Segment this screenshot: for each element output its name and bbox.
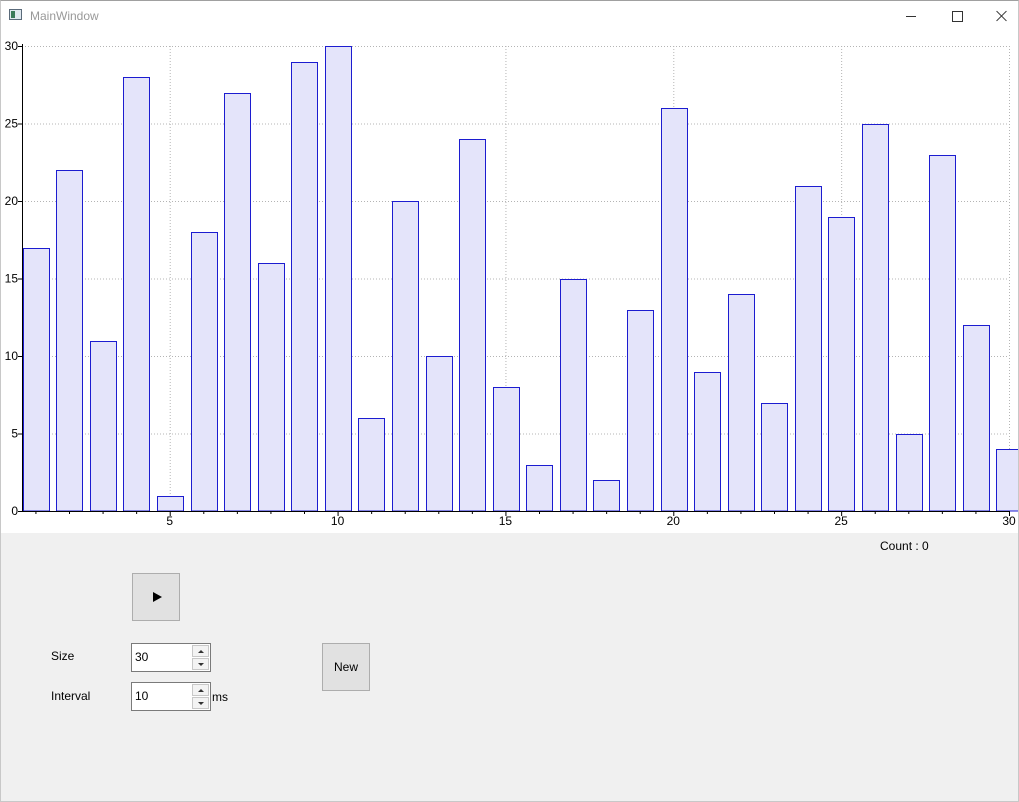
maximize-button[interactable] <box>934 1 980 31</box>
bar <box>896 434 923 512</box>
size-increment-button[interactable] <box>192 645 209 657</box>
bar <box>224 93 251 512</box>
window-title: MainWindow <box>30 9 99 23</box>
interval-spinbox[interactable]: 10 <box>131 682 211 711</box>
y-tick-label: 25 <box>5 117 19 131</box>
bar <box>661 108 688 512</box>
bar <box>828 217 855 512</box>
y-tick-label: 20 <box>5 194 19 208</box>
y-tick-label: 15 <box>5 272 19 286</box>
bar <box>526 465 553 512</box>
bar <box>963 325 990 512</box>
y-tick-label: 30 <box>5 39 19 53</box>
new-button[interactable]: New <box>322 643 370 691</box>
interval-decrement-button[interactable] <box>192 697 209 709</box>
bar <box>996 449 1018 512</box>
bar <box>56 170 83 512</box>
bar <box>795 186 822 512</box>
bar <box>761 403 788 512</box>
x-tick-label: 25 <box>834 514 848 528</box>
bar <box>929 155 956 512</box>
x-tick-label: 15 <box>499 514 513 528</box>
play-icon <box>153 592 162 602</box>
x-tick-label: 30 <box>1002 514 1016 528</box>
title-bar[interactable]: MainWindow <box>1 1 1018 31</box>
bar <box>392 201 419 512</box>
interval-value[interactable]: 10 <box>135 689 149 703</box>
bar <box>23 248 50 512</box>
bar <box>123 77 150 512</box>
minimize-icon <box>906 15 916 17</box>
play-button[interactable] <box>132 573 180 621</box>
app-icon <box>9 9 22 20</box>
x-tick-label: 5 <box>166 514 173 528</box>
bar <box>291 62 318 512</box>
x-tick-label: 20 <box>667 514 681 528</box>
close-icon <box>996 10 1008 22</box>
size-value[interactable]: 30 <box>135 650 149 664</box>
y-tick-label: 0 <box>11 504 18 518</box>
size-spinbox[interactable]: 30 <box>131 643 211 672</box>
size-spin-arrows <box>192 645 209 670</box>
bar-chart: 0 5 10 15 20 25 30 5 10 15 20 25 30 <box>5 39 1018 528</box>
chevron-down-icon <box>197 662 204 666</box>
count-label: Count : 0 <box>880 539 929 553</box>
bar <box>862 124 889 512</box>
bar <box>325 46 352 512</box>
bar <box>191 232 218 512</box>
bar <box>426 356 453 512</box>
bar <box>358 418 385 512</box>
bar <box>694 372 721 512</box>
interval-unit-label: ms <box>212 690 228 704</box>
bar <box>459 139 486 512</box>
interval-label: Interval <box>51 689 91 703</box>
x-tick-label: 10 <box>331 514 345 528</box>
chevron-up-icon <box>197 649 204 653</box>
size-label: Size <box>51 649 75 663</box>
minimize-button[interactable] <box>888 1 934 31</box>
maximize-icon <box>951 10 963 22</box>
chevron-down-icon <box>197 701 204 705</box>
bar <box>493 387 520 512</box>
size-decrement-button[interactable] <box>192 658 209 670</box>
bar <box>627 310 654 512</box>
chevron-up-icon <box>197 688 204 692</box>
y-tick-label: 10 <box>5 349 19 363</box>
interval-spin-arrows <box>192 684 209 709</box>
close-button[interactable] <box>979 1 1019 31</box>
bar <box>258 263 285 512</box>
bar <box>157 496 184 512</box>
bar <box>560 279 587 512</box>
bar-chart-area: 0 5 10 15 20 25 30 5 10 15 20 25 30 <box>1 31 1018 533</box>
bar <box>593 480 620 512</box>
bar <box>90 341 117 512</box>
interval-increment-button[interactable] <box>192 684 209 696</box>
bar <box>728 294 755 512</box>
y-tick-label: 5 <box>11 427 18 441</box>
